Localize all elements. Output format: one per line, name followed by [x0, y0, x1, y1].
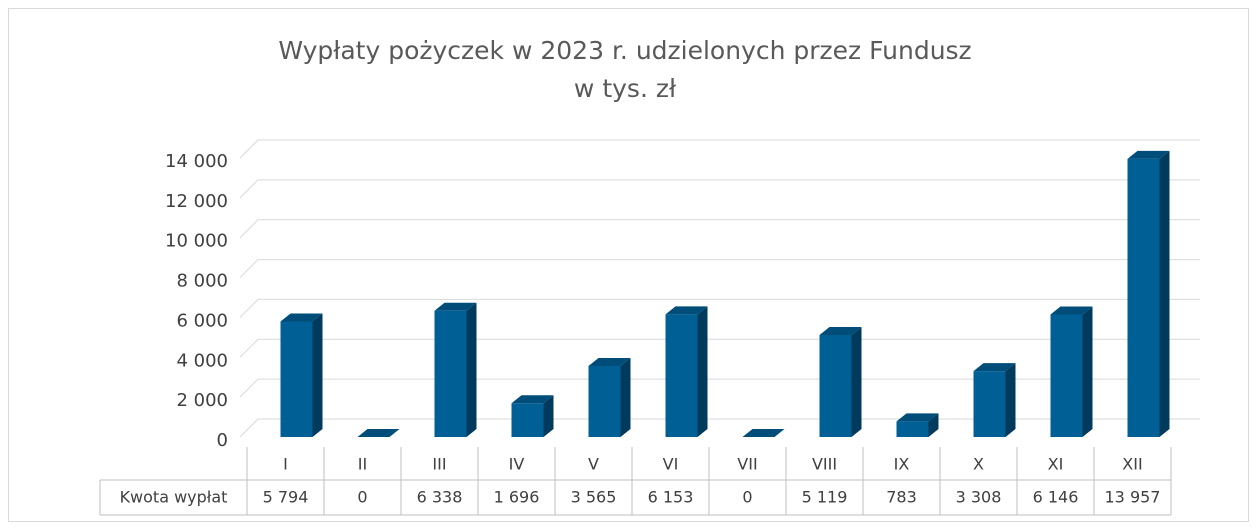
y-tick-label: 4 000: [176, 350, 228, 371]
bar-side: [620, 357, 631, 437]
grid-line: [239, 219, 1200, 239]
x-tick-label: II: [358, 455, 367, 474]
bar: [742, 429, 785, 437]
chart-subtitle: w tys. zł: [574, 74, 677, 103]
bar-side: [1082, 306, 1093, 437]
data-label: 5 119: [802, 488, 848, 507]
bar-side: [543, 395, 554, 437]
bar-front: [1127, 158, 1160, 437]
bar-top: [434, 302, 477, 311]
bar: [973, 363, 1016, 437]
grid-line: [239, 259, 1200, 278]
bar-side: [1005, 363, 1016, 437]
bar-top: [665, 306, 708, 315]
chart-title: Wypłaty pożyczek w 2023 r. udzielonych p…: [278, 36, 971, 65]
grid-line: [239, 139, 1200, 159]
x-tick-label: V: [588, 455, 599, 474]
data-label: 3 308: [956, 488, 1002, 507]
bar: [1050, 306, 1093, 437]
y-tick-label: 12 000: [165, 191, 228, 212]
bar-side: [1159, 150, 1170, 437]
grid-line: [239, 418, 1200, 438]
bar-top: [1050, 306, 1093, 315]
x-tick-label: IX: [894, 455, 910, 474]
bar-top: [588, 357, 631, 366]
bar-front: [896, 421, 929, 437]
x-tick-label: XI: [1048, 455, 1064, 474]
legend-label: Kwota wypłat: [120, 488, 228, 507]
y-tick-label: 10 000: [165, 231, 228, 252]
x-tick-label: III: [432, 455, 446, 474]
y-tick-label: 2 000: [176, 390, 228, 411]
bar: [665, 306, 708, 437]
x-tick-label: IV: [509, 455, 525, 474]
x-tick-label: VII: [737, 455, 757, 474]
bar-top: [819, 326, 862, 335]
bar-side: [928, 413, 939, 437]
bar: [357, 429, 400, 437]
bar-side: [312, 313, 323, 437]
bar-front: [434, 310, 467, 437]
bar: [280, 313, 323, 437]
chart-border: [8, 8, 1249, 522]
x-tick-label: X: [973, 455, 984, 474]
data-label: 783: [886, 488, 917, 507]
bar-side: [466, 302, 477, 437]
bar: [1127, 150, 1170, 437]
bar-front: [588, 365, 621, 437]
x-tick-label: VI: [663, 455, 679, 474]
bar: [896, 413, 939, 437]
grid-line: [239, 179, 1200, 199]
x-tick-label: I: [283, 455, 288, 474]
bar: [819, 326, 862, 437]
bar-side: [851, 326, 862, 437]
bar-top: [896, 413, 939, 422]
y-tick-label: 14 000: [165, 151, 228, 172]
grid-line: [239, 298, 1200, 318]
bar-top: [357, 429, 400, 437]
bar-front: [819, 334, 852, 437]
bar-front: [665, 314, 698, 437]
data-label: 0: [357, 488, 367, 507]
data-label: 6 153: [648, 488, 694, 507]
data-label: 1 696: [494, 488, 540, 507]
bar: [511, 395, 554, 437]
bar: [434, 302, 477, 437]
bar-front: [280, 321, 313, 437]
bar-top: [511, 395, 554, 404]
bar-side: [697, 306, 708, 437]
bar-front: [973, 371, 1006, 437]
bar-top: [742, 429, 785, 437]
data-label: 13 957: [1105, 488, 1161, 507]
bar-front: [1050, 314, 1083, 437]
x-tick-label: XII: [1122, 455, 1142, 474]
bar: [588, 357, 631, 437]
bar-top: [280, 313, 323, 322]
grid-line: [239, 338, 1200, 358]
x-tick-label: VIII: [812, 455, 837, 474]
y-tick-label: 6 000: [176, 310, 228, 331]
data-label: 3 565: [571, 488, 617, 507]
bar-top: [973, 363, 1016, 372]
grid-line: [239, 378, 1200, 398]
data-label: 5 794: [263, 488, 309, 507]
y-tick-label: 0: [217, 430, 228, 451]
data-label: 6 146: [1033, 488, 1079, 507]
data-label: 0: [742, 488, 752, 507]
bar-top: [1127, 150, 1170, 159]
bar-front: [511, 403, 544, 437]
data-label: 6 338: [417, 488, 463, 507]
y-tick-label: 8 000: [176, 271, 228, 292]
